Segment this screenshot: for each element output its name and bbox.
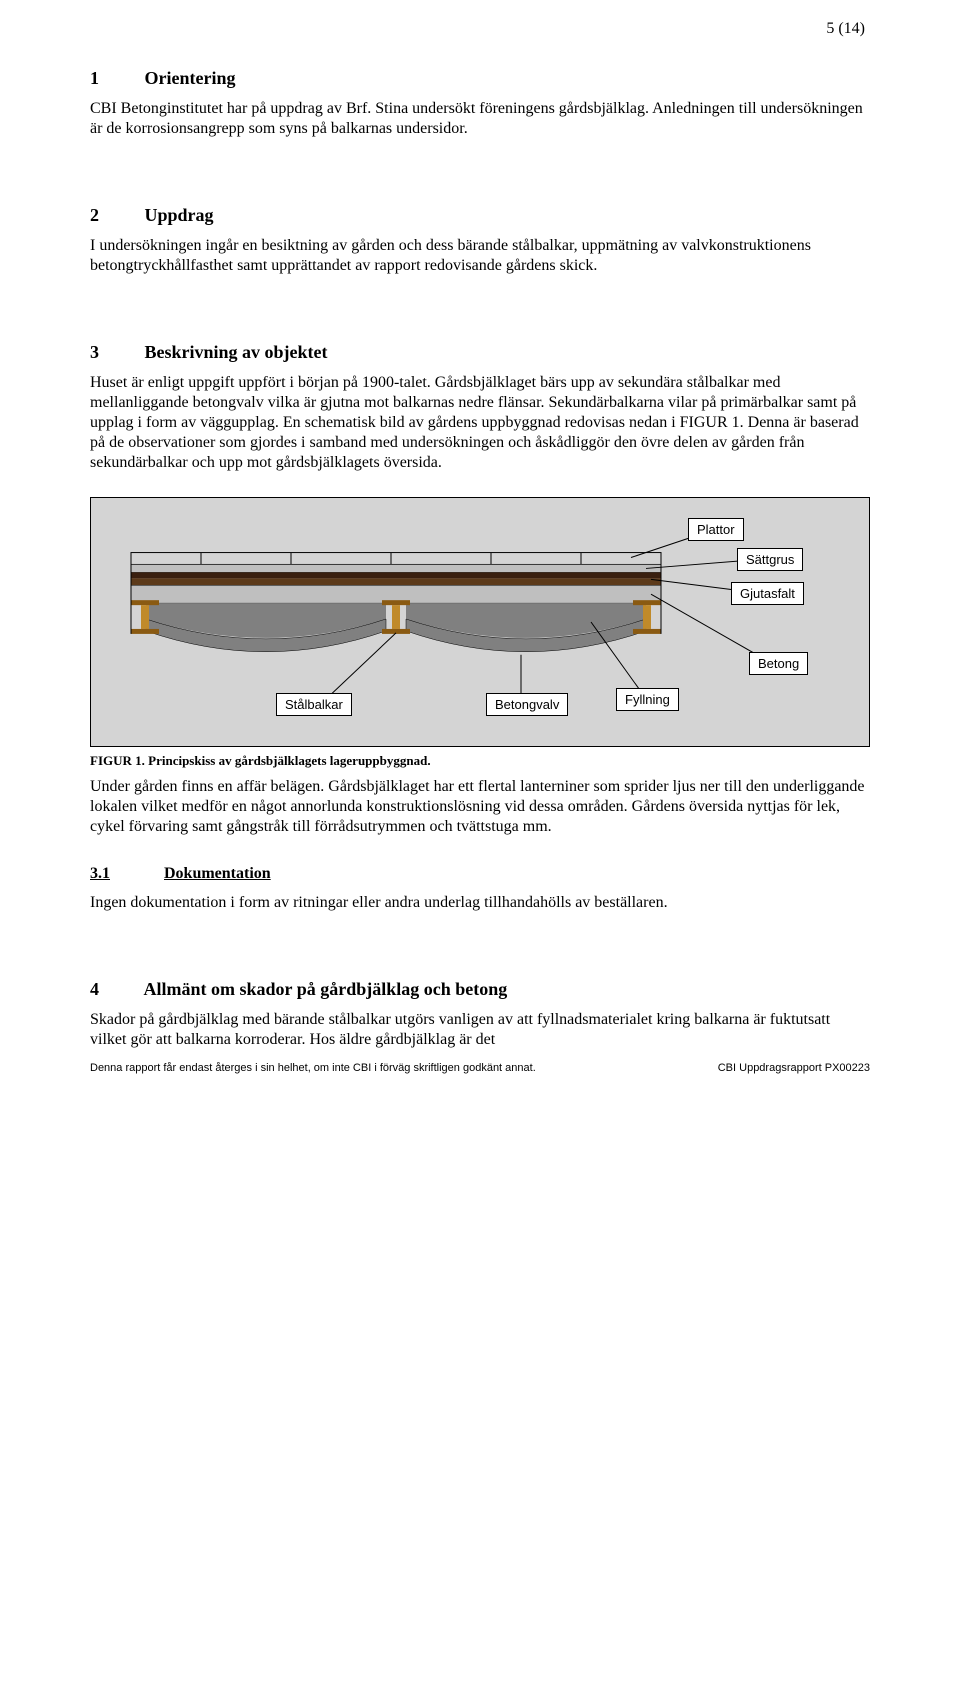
heading-title: Allmänt om skador på gårdbjälklag och be… (144, 979, 508, 999)
para-s1-1: CBI Betonginstitutet har på uppdrag av B… (90, 99, 870, 139)
label-gjutasfalt: Gjutasfalt (731, 582, 804, 605)
heading-num: 4 (90, 979, 140, 1000)
footer-right: CBI Uppdragsrapport PX00223 (718, 1062, 870, 1074)
page-number: 5 (14) (826, 20, 865, 38)
heading-title: Orientering (145, 68, 236, 88)
heading-title: Beskrivning av objektet (145, 342, 328, 362)
heading-beskrivning: 3 Beskrivning av objektet (90, 342, 870, 363)
figure-1: Plattor Sättgrus Gjutasfalt Betong Fylln… (90, 497, 870, 747)
heading-orientering: 1 Orientering (90, 68, 870, 89)
label-stalbalkar: Stålbalkar (276, 693, 352, 716)
label-plattor: Plattor (688, 518, 744, 541)
para-after-fig: Under gården finns en affär belägen. Går… (90, 777, 870, 837)
diagram-svg (91, 498, 869, 746)
label-sattgrus: Sättgrus (737, 548, 803, 571)
figure-1-caption: FIGUR 1. Principskiss av gårdsbjälklaget… (90, 753, 870, 769)
footer-left: Denna rapport får endast återges i sin h… (90, 1062, 536, 1074)
heading-num: 1 (90, 68, 140, 89)
label-betong: Betong (749, 652, 808, 675)
heading-uppdrag: 2 Uppdrag (90, 205, 870, 226)
footer: Denna rapport får endast återges i sin h… (90, 1062, 870, 1074)
para-s2-1: I undersökningen ingår en besiktning av … (90, 236, 870, 276)
heading-dokumentation: 3.1 Dokumentation (90, 865, 870, 883)
label-betongvalv: Betongvalv (486, 693, 568, 716)
para-s4-1: Skador på gårdbjälklag med bärande stålb… (90, 1010, 870, 1050)
label-fyllning: Fyllning (616, 688, 679, 711)
heading-title: Dokumentation (164, 865, 271, 882)
para-s3-1: Huset är enligt uppgift uppfört i början… (90, 373, 870, 473)
para-s31-1: Ingen dokumentation i form av ritningar … (90, 893, 870, 913)
heading-num: 3.1 (90, 865, 160, 883)
heading-num: 2 (90, 205, 140, 226)
heading-title: Uppdrag (145, 205, 214, 225)
heading-allmant: 4 Allmänt om skador på gårdbjälklag och … (90, 979, 870, 1000)
heading-num: 3 (90, 342, 140, 363)
